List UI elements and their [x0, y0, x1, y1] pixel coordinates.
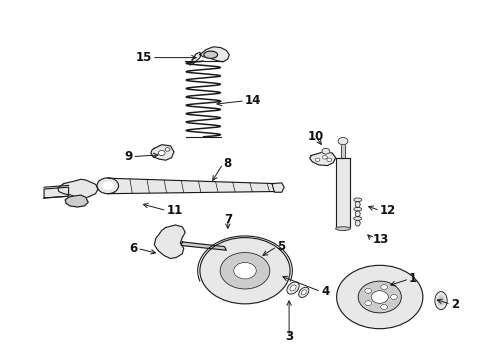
Circle shape	[327, 158, 332, 162]
Circle shape	[358, 281, 401, 313]
Ellipse shape	[354, 198, 362, 202]
Text: 13: 13	[372, 233, 389, 246]
Ellipse shape	[435, 292, 447, 310]
Circle shape	[200, 238, 290, 304]
Polygon shape	[341, 144, 345, 158]
Polygon shape	[272, 183, 284, 192]
Text: 14: 14	[245, 94, 261, 107]
Circle shape	[381, 305, 388, 310]
Circle shape	[381, 284, 388, 289]
Polygon shape	[181, 242, 226, 250]
Polygon shape	[200, 47, 229, 62]
Text: 6: 6	[129, 242, 137, 255]
Circle shape	[322, 156, 327, 159]
Text: 10: 10	[308, 130, 324, 143]
Circle shape	[337, 265, 423, 329]
Ellipse shape	[355, 211, 360, 217]
Ellipse shape	[355, 220, 360, 226]
Circle shape	[322, 148, 330, 154]
Polygon shape	[65, 195, 88, 207]
Polygon shape	[310, 152, 336, 166]
Ellipse shape	[336, 227, 350, 230]
Text: 9: 9	[124, 150, 132, 163]
Text: 5: 5	[277, 240, 285, 253]
Text: 4: 4	[321, 285, 329, 298]
Text: 2: 2	[451, 298, 459, 311]
Circle shape	[165, 148, 170, 151]
Polygon shape	[190, 52, 201, 65]
Circle shape	[365, 288, 372, 293]
Polygon shape	[108, 178, 274, 194]
Polygon shape	[58, 179, 98, 198]
Circle shape	[365, 301, 372, 306]
Text: 1: 1	[409, 273, 417, 285]
Ellipse shape	[354, 207, 362, 211]
Circle shape	[103, 182, 113, 189]
Polygon shape	[44, 187, 69, 198]
Polygon shape	[151, 145, 174, 160]
Circle shape	[234, 262, 256, 279]
Text: 12: 12	[380, 204, 396, 217]
Circle shape	[97, 178, 119, 194]
Circle shape	[371, 291, 389, 303]
Ellipse shape	[301, 290, 306, 295]
Circle shape	[220, 252, 270, 289]
Circle shape	[315, 158, 320, 162]
Text: 8: 8	[223, 157, 231, 170]
Text: 3: 3	[285, 330, 293, 343]
Circle shape	[391, 294, 397, 300]
Ellipse shape	[354, 217, 362, 220]
Polygon shape	[154, 225, 185, 258]
Ellipse shape	[355, 202, 360, 207]
Circle shape	[338, 138, 348, 145]
Text: 7: 7	[224, 213, 232, 226]
Ellipse shape	[204, 51, 218, 58]
Ellipse shape	[299, 287, 309, 297]
Ellipse shape	[287, 282, 299, 294]
Ellipse shape	[438, 296, 444, 305]
Ellipse shape	[290, 285, 296, 291]
Circle shape	[158, 150, 165, 156]
Polygon shape	[336, 158, 350, 227]
Text: 11: 11	[167, 204, 183, 217]
Text: 15: 15	[136, 51, 152, 64]
